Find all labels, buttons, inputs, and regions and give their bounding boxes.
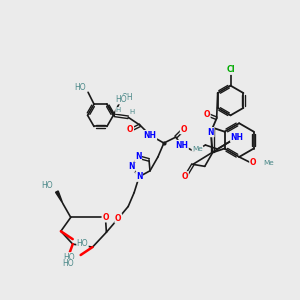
Text: HO: HO bbox=[74, 83, 86, 92]
Text: O: O bbox=[203, 110, 210, 119]
Text: O: O bbox=[127, 125, 134, 134]
Text: Me: Me bbox=[192, 146, 203, 152]
Text: O: O bbox=[182, 172, 188, 181]
Text: NH: NH bbox=[175, 140, 188, 149]
Text: Me: Me bbox=[263, 160, 274, 166]
Text: N: N bbox=[128, 162, 134, 171]
Text: O: O bbox=[250, 158, 256, 167]
Text: O: O bbox=[180, 125, 187, 134]
Text: N: N bbox=[136, 172, 142, 181]
Text: HO: HO bbox=[77, 238, 88, 247]
Text: OH: OH bbox=[121, 93, 133, 102]
Text: HO: HO bbox=[41, 181, 53, 190]
Text: N: N bbox=[135, 152, 141, 161]
Text: NH: NH bbox=[143, 130, 157, 140]
Text: NH: NH bbox=[231, 133, 244, 142]
Text: O: O bbox=[102, 213, 109, 222]
Text: HO: HO bbox=[62, 260, 74, 268]
Polygon shape bbox=[56, 191, 63, 203]
Text: HO: HO bbox=[115, 95, 127, 104]
Text: H: H bbox=[130, 110, 135, 116]
Text: O: O bbox=[115, 214, 122, 223]
Text: HO: HO bbox=[63, 253, 75, 262]
Text: H: H bbox=[116, 107, 121, 113]
Text: Cl: Cl bbox=[226, 65, 235, 74]
Text: N: N bbox=[208, 128, 214, 137]
